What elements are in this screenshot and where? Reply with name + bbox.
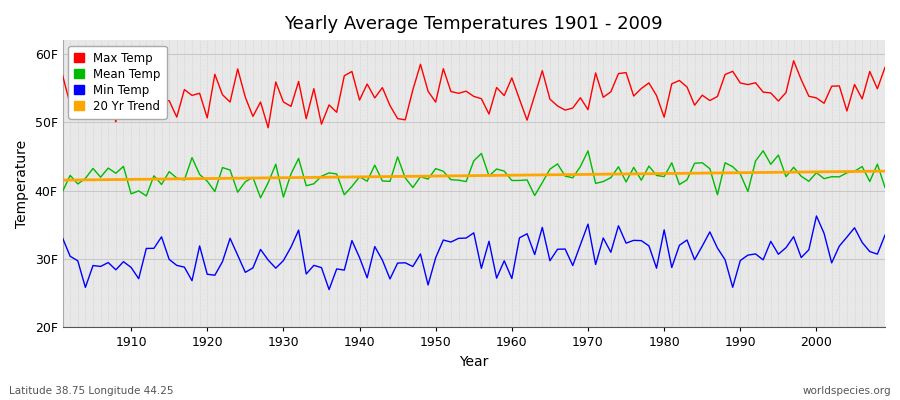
Text: worldspecies.org: worldspecies.org: [803, 386, 891, 396]
Text: Latitude 38.75 Longitude 44.25: Latitude 38.75 Longitude 44.25: [9, 386, 174, 396]
Y-axis label: Temperature: Temperature: [15, 140, 29, 228]
X-axis label: Year: Year: [459, 355, 489, 369]
Title: Yearly Average Temperatures 1901 - 2009: Yearly Average Temperatures 1901 - 2009: [284, 15, 663, 33]
Legend: Max Temp, Mean Temp, Min Temp, 20 Yr Trend: Max Temp, Mean Temp, Min Temp, 20 Yr Tre…: [68, 46, 166, 119]
